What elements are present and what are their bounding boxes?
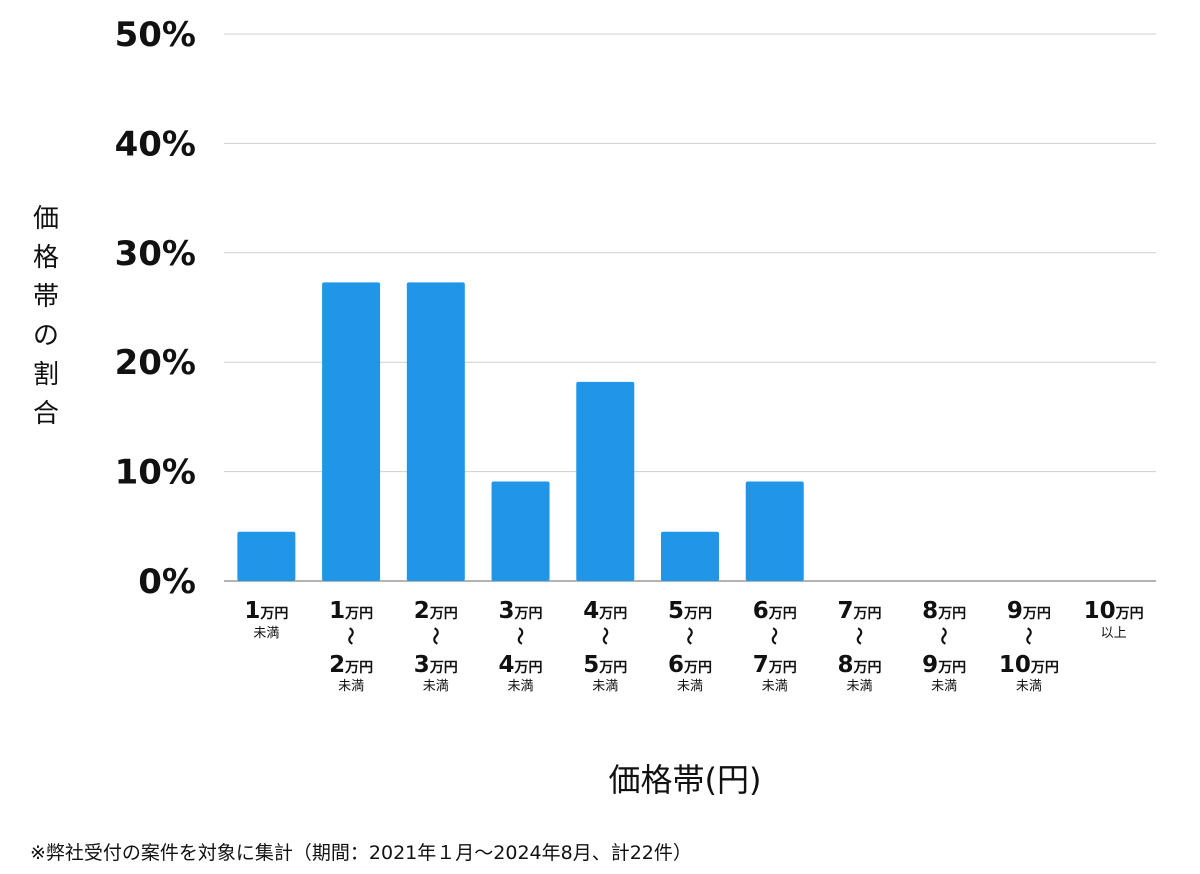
svg-text:1万円: 1万円 xyxy=(244,598,288,624)
svg-text:10万円: 10万円 xyxy=(1084,598,1144,624)
svg-text:9万円: 9万円 xyxy=(1007,598,1051,624)
svg-text:7万円: 7万円 xyxy=(753,652,797,678)
svg-text:3万円: 3万円 xyxy=(414,652,458,678)
y-tick-label: 0% xyxy=(138,562,196,602)
svg-text:4万円: 4万円 xyxy=(583,598,627,624)
svg-text:10万円: 10万円 xyxy=(999,652,1059,678)
svg-text:〜: 〜 xyxy=(509,627,530,645)
y-tick-label: 20% xyxy=(115,343,196,383)
bar xyxy=(237,531,296,581)
svg-text:〜: 〜 xyxy=(932,627,953,645)
svg-text:〜: 〜 xyxy=(339,627,360,645)
svg-text:3万円: 3万円 xyxy=(499,598,543,624)
svg-text:未満: 未満 xyxy=(423,679,449,694)
svg-text:未満: 未満 xyxy=(1016,679,1042,694)
y-tick-label: 40% xyxy=(115,124,196,164)
bar xyxy=(661,531,719,581)
y-tick-label: 10% xyxy=(115,453,196,493)
svg-text:9万円: 9万円 xyxy=(922,652,966,678)
svg-text:6万円: 6万円 xyxy=(753,598,797,624)
svg-text:未満: 未満 xyxy=(338,679,364,694)
x-axis-label: 価格帯(円) xyxy=(608,761,762,799)
bars xyxy=(237,282,804,581)
x-category-labels: 1万円未満1万円〜2万円未満2万円〜3万円未満3万円〜4万円未満4万円〜5万円未… xyxy=(244,598,1143,694)
svg-text:5万円: 5万円 xyxy=(583,652,627,678)
svg-text:〜: 〜 xyxy=(763,627,784,645)
svg-text:6万円: 6万円 xyxy=(668,652,712,678)
footnote: ※弊社受付の案件を対象に集計（期間：2021年１月〜2024年8月、計22件） xyxy=(30,842,692,864)
svg-text:〜: 〜 xyxy=(678,627,699,645)
svg-text:5万円: 5万円 xyxy=(668,598,712,624)
svg-text:〜: 〜 xyxy=(847,627,868,645)
svg-text:未満: 未満 xyxy=(846,679,872,694)
svg-text:1万円: 1万円 xyxy=(329,598,373,624)
bar xyxy=(406,282,465,581)
svg-text:未満: 未満 xyxy=(931,679,957,694)
y-tick-label: 50% xyxy=(115,15,196,55)
svg-text:8万円: 8万円 xyxy=(837,652,881,678)
svg-text:2万円: 2万円 xyxy=(414,598,458,624)
y-tick-labels: 0% 10% 20% 30% 40% 50% xyxy=(115,15,196,602)
y-tick-label: 30% xyxy=(115,234,196,274)
svg-text:7万円: 7万円 xyxy=(837,598,881,624)
svg-text:未満: 未満 xyxy=(592,679,618,694)
svg-text:未満: 未満 xyxy=(253,626,279,641)
svg-text:4万円: 4万円 xyxy=(499,652,543,678)
bar xyxy=(576,381,635,581)
bar xyxy=(491,481,550,581)
svg-text:〜: 〜 xyxy=(424,627,445,645)
svg-text:2万円: 2万円 xyxy=(329,652,373,678)
svg-text:〜: 〜 xyxy=(593,627,614,645)
svg-text:以上: 以上 xyxy=(1101,626,1127,641)
svg-text:未満: 未満 xyxy=(508,679,534,694)
bar xyxy=(745,481,804,581)
svg-text:〜: 〜 xyxy=(1017,627,1038,645)
y-axis-label: 価格帯の割合 xyxy=(32,204,59,429)
svg-text:未満: 未満 xyxy=(677,679,703,694)
svg-text:8万円: 8万円 xyxy=(922,598,966,624)
svg-text:未満: 未満 xyxy=(762,679,788,694)
bar xyxy=(322,282,381,581)
